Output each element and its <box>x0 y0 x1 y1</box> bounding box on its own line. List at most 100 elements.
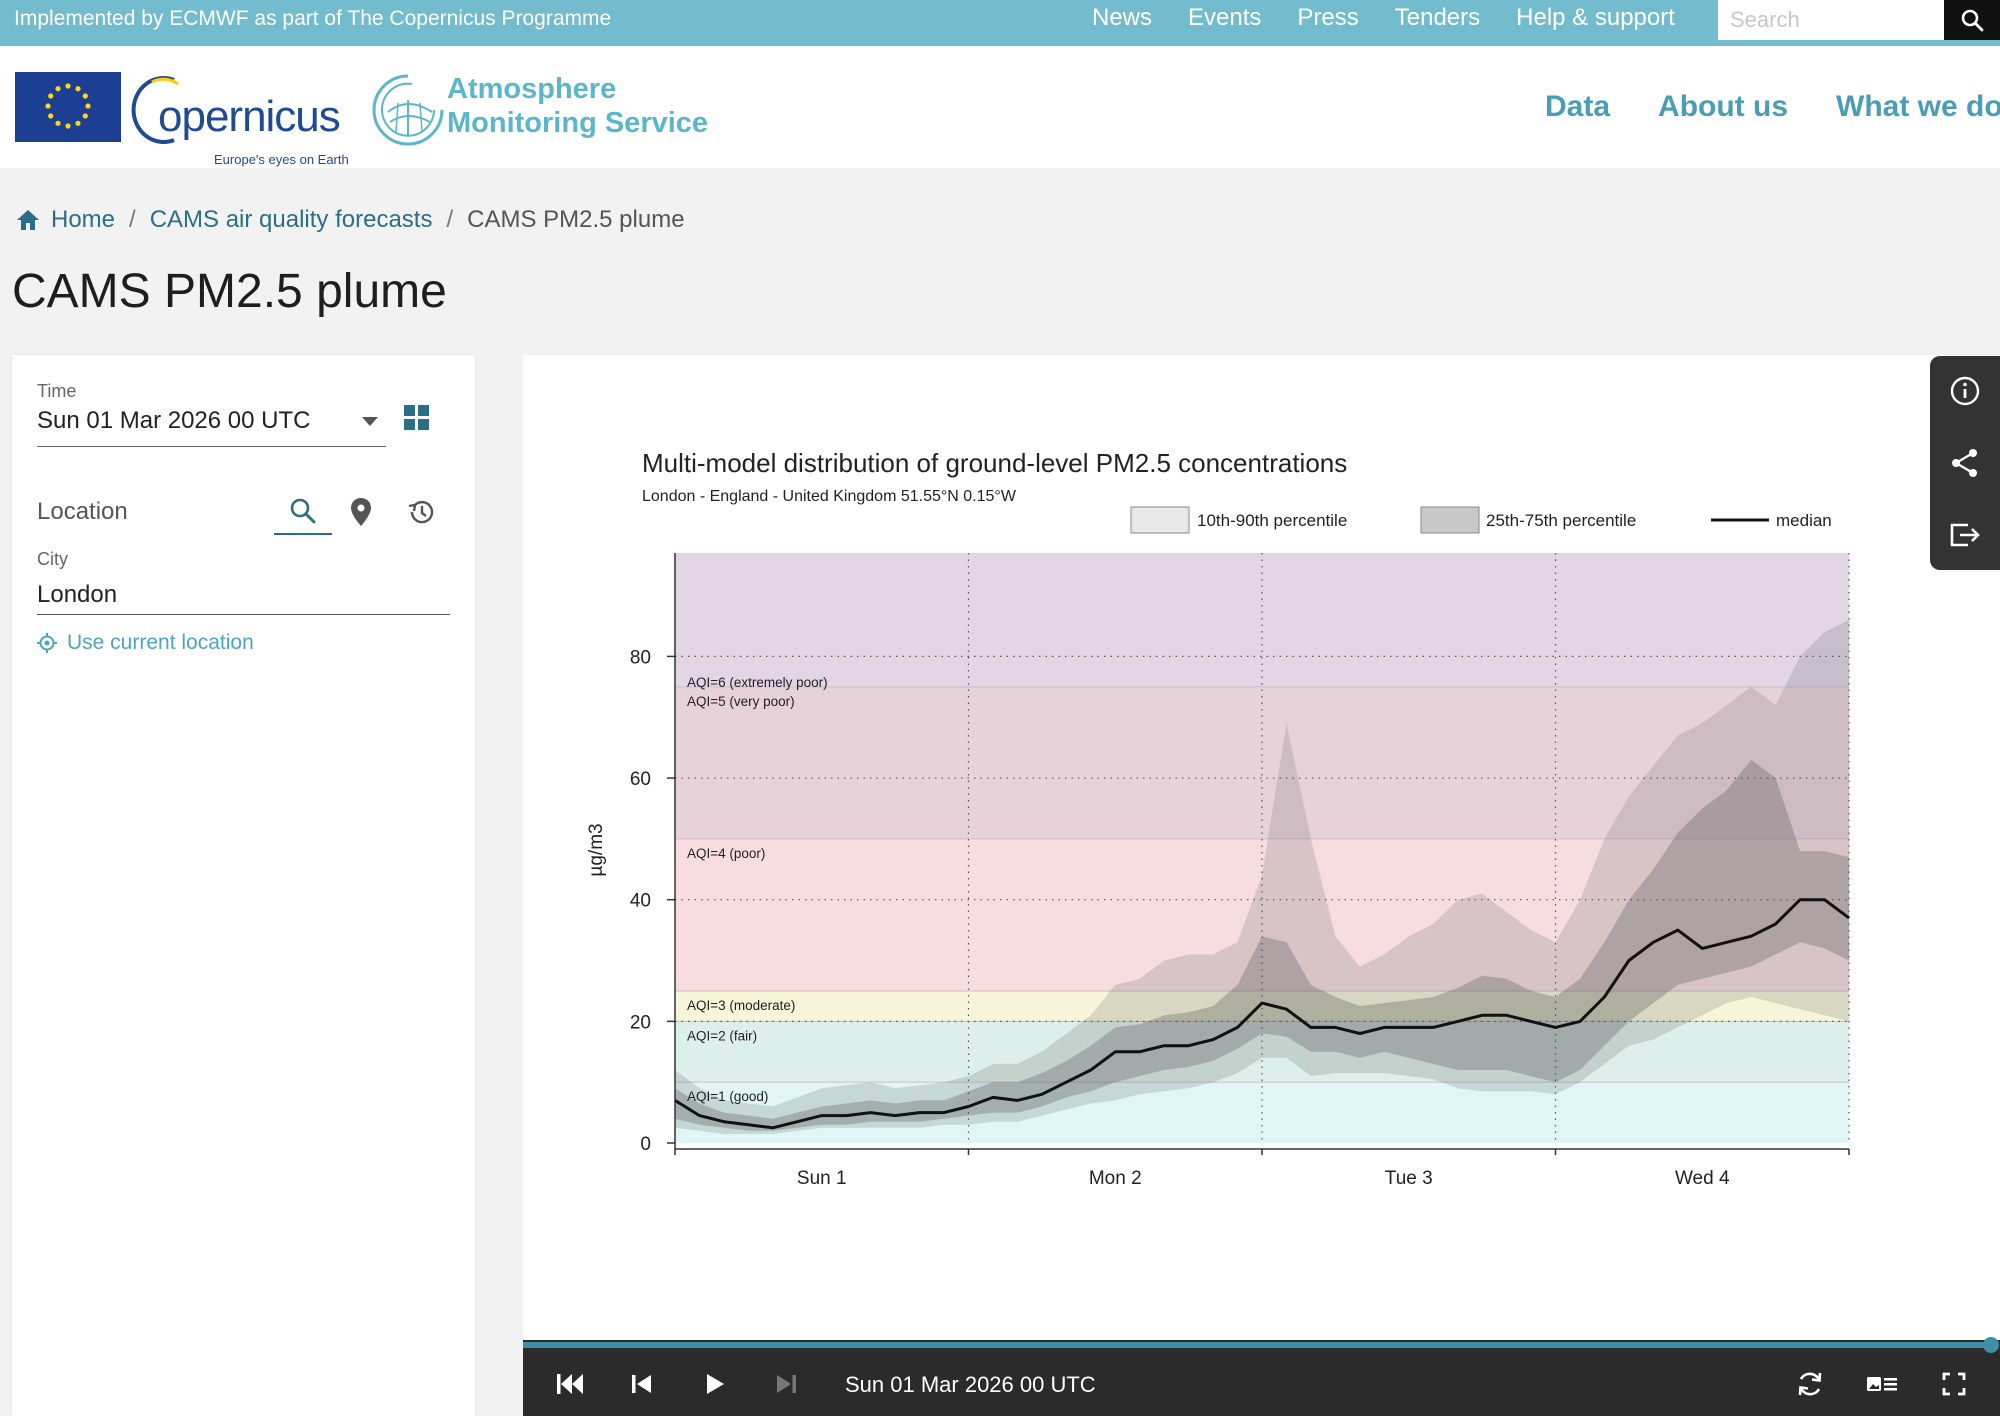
chart-panel: 0 20 40 60 80 Sun 1 Mon 2 Tue 3 Wed 4 AQI=1 (good… <box>523 355 2000 1416</box>
refresh-icon <box>1798 1372 1822 1396</box>
step-forward-icon <box>777 1375 796 1393</box>
city-input[interactable] <box>37 575 450 615</box>
step-back-button[interactable] <box>620 1364 664 1404</box>
player-time-display: Sun 01 Mar 2026 00 UTC <box>845 1372 1096 1397</box>
map-pin-icon <box>351 498 371 526</box>
top-nav-tenders[interactable]: Tenders <box>1394 4 1481 31</box>
share-icon <box>1952 449 1977 477</box>
pm25-plume-chart: 0 20 40 60 80 Sun 1 Mon 2 Tue 3 Wed 4 AQI=1 (good… <box>586 448 1850 1189</box>
y-tick-label: 40 <box>630 891 651 912</box>
location-search-tab[interactable] <box>274 489 332 535</box>
aqi-band-label: AQI=1 (good) <box>687 1089 768 1104</box>
breadcrumb: Home / CAMS air quality forecasts / CAMS… <box>15 206 685 234</box>
band-25-75 <box>675 759 1849 1131</box>
fullscreen-button[interactable] <box>1932 1364 1976 1404</box>
home-icon[interactable] <box>15 208 41 232</box>
y-tick-label: 80 <box>630 647 651 668</box>
implemented-by-text: Implemented by ECMWF as part of The Cope… <box>14 7 612 30</box>
info-button[interactable] <box>1930 356 2000 426</box>
aqi-band-label: AQI=3 (moderate) <box>687 998 795 1013</box>
top-nav-events[interactable]: Events <box>1188 4 1262 31</box>
step-back-icon <box>632 1375 651 1393</box>
export-icon <box>1950 523 1980 547</box>
top-nav-help-support[interactable]: Help & support <box>1516 4 1675 31</box>
y-axis-label: µg/m3 <box>586 823 607 876</box>
timeline-progress[interactable] <box>523 1342 1993 1348</box>
image-list-icon <box>1867 1377 1897 1391</box>
grid-view-button[interactable] <box>404 405 438 439</box>
share-button[interactable] <box>1930 428 2000 498</box>
copernicus-logo[interactable]: opernicus Europe's eyes on Earth <box>128 68 349 167</box>
page-title: CAMS PM2.5 plume <box>12 265 447 318</box>
legend-label: 25th-75th percentile <box>1486 511 1636 530</box>
top-nav: News Events Press Tenders Help & support <box>1092 5 1711 41</box>
aqi-band-label: AQI=5 (very poor) <box>687 694 795 709</box>
legend-label: 10th-90th percentile <box>1197 511 1347 530</box>
fullscreen-icon <box>1942 1372 1966 1396</box>
chart-subtitle: London - England - United Kingdom 51.55°… <box>642 488 1017 505</box>
use-current-location-link[interactable]: Use current location <box>37 631 254 655</box>
copernicus-tagline: Europe's eyes on Earth <box>214 152 349 167</box>
location-pin-tab[interactable] <box>336 489 386 535</box>
service-name[interactable]: Atmosphere Monitoring Service <box>447 72 708 140</box>
aqi-band-label: AQI=2 (fair) <box>687 1028 757 1043</box>
city-label: City <box>37 549 68 569</box>
step-forward-button[interactable] <box>764 1364 808 1404</box>
band-10-90 <box>675 619 1849 1134</box>
search-input[interactable] <box>1718 0 1944 40</box>
top-nav-press[interactable]: Press <box>1297 4 1359 31</box>
search-button[interactable] <box>1944 0 2000 40</box>
legend-label: median <box>1776 511 1832 530</box>
location-label: Location <box>37 498 128 525</box>
location-history-tab[interactable] <box>396 489 446 535</box>
service-name-line2: Monitoring Service <box>447 107 709 139</box>
legend-swatch-10-90 <box>1130 506 1190 534</box>
breadcrumb-parent[interactable]: CAMS air quality forecasts <box>149 206 433 233</box>
y-tick-label: 0 <box>640 1134 651 1155</box>
median-line <box>674 898 1850 1130</box>
copernicus-word: opernicus <box>158 92 341 141</box>
legend-toggle-button[interactable] <box>1860 1364 1904 1404</box>
aqi-band <box>675 838 1849 991</box>
skip-to-start-button[interactable] <box>548 1364 592 1404</box>
use-current-location-label: Use current location <box>67 631 254 654</box>
aqi-band-label: AQI=4 (poor) <box>687 846 765 861</box>
main-nav-about-us[interactable]: About us <box>1658 90 1789 123</box>
export-button[interactable] <box>1930 500 2000 570</box>
time-select[interactable]: Sun 01 Mar 2026 00 UTC <box>37 407 386 447</box>
play-icon <box>707 1374 724 1394</box>
x-tick-label: Sun 1 <box>797 1168 847 1189</box>
search-icon <box>1961 9 1984 32</box>
crosshair-icon <box>37 633 57 653</box>
x-tick-label: Wed 4 <box>1675 1168 1730 1189</box>
time-label: Time <box>37 381 77 401</box>
timeline-handle[interactable] <box>1983 1337 1999 1353</box>
skip-start-icon <box>557 1374 583 1394</box>
breadcrumb-home[interactable]: Home <box>51 206 116 233</box>
x-tick-label: Mon 2 <box>1089 1168 1142 1189</box>
side-action-bar <box>1930 356 2000 570</box>
main-nav: Data About us What we do <box>1545 90 2000 124</box>
loop-button[interactable] <box>1788 1364 1832 1404</box>
grid-icon <box>404 405 429 430</box>
top-strip: Implemented by ECMWF as part of The Cope… <box>0 0 2000 46</box>
breadcrumb-separator: / <box>129 206 136 233</box>
legend-swatch-25-75 <box>1420 506 1480 534</box>
aqi-band-label: AQI=6 (extremely poor) <box>687 675 828 690</box>
top-nav-news[interactable]: News <box>1092 4 1153 31</box>
cams-globe-logo[interactable] <box>368 70 448 150</box>
player-bar <box>523 1340 2000 1416</box>
service-name-line1: Atmosphere <box>447 73 617 105</box>
breadcrumb-current: CAMS PM2.5 plume <box>467 206 685 233</box>
info-icon <box>1950 376 1980 406</box>
y-tick-label: 60 <box>630 769 651 790</box>
breadcrumb-separator: / <box>446 206 454 233</box>
history-icon <box>408 500 434 524</box>
main-nav-data[interactable]: Data <box>1545 90 1611 123</box>
eu-flag-logo[interactable] <box>15 72 121 142</box>
aqi-band <box>675 1021 1849 1083</box>
main-nav-what-we-do[interactable]: What we do <box>1836 90 2000 123</box>
site-header: opernicus Europe's eyes on Earth Atmosph… <box>0 46 2000 168</box>
y-tick-label: 20 <box>630 1012 651 1033</box>
play-button[interactable] <box>693 1364 737 1404</box>
